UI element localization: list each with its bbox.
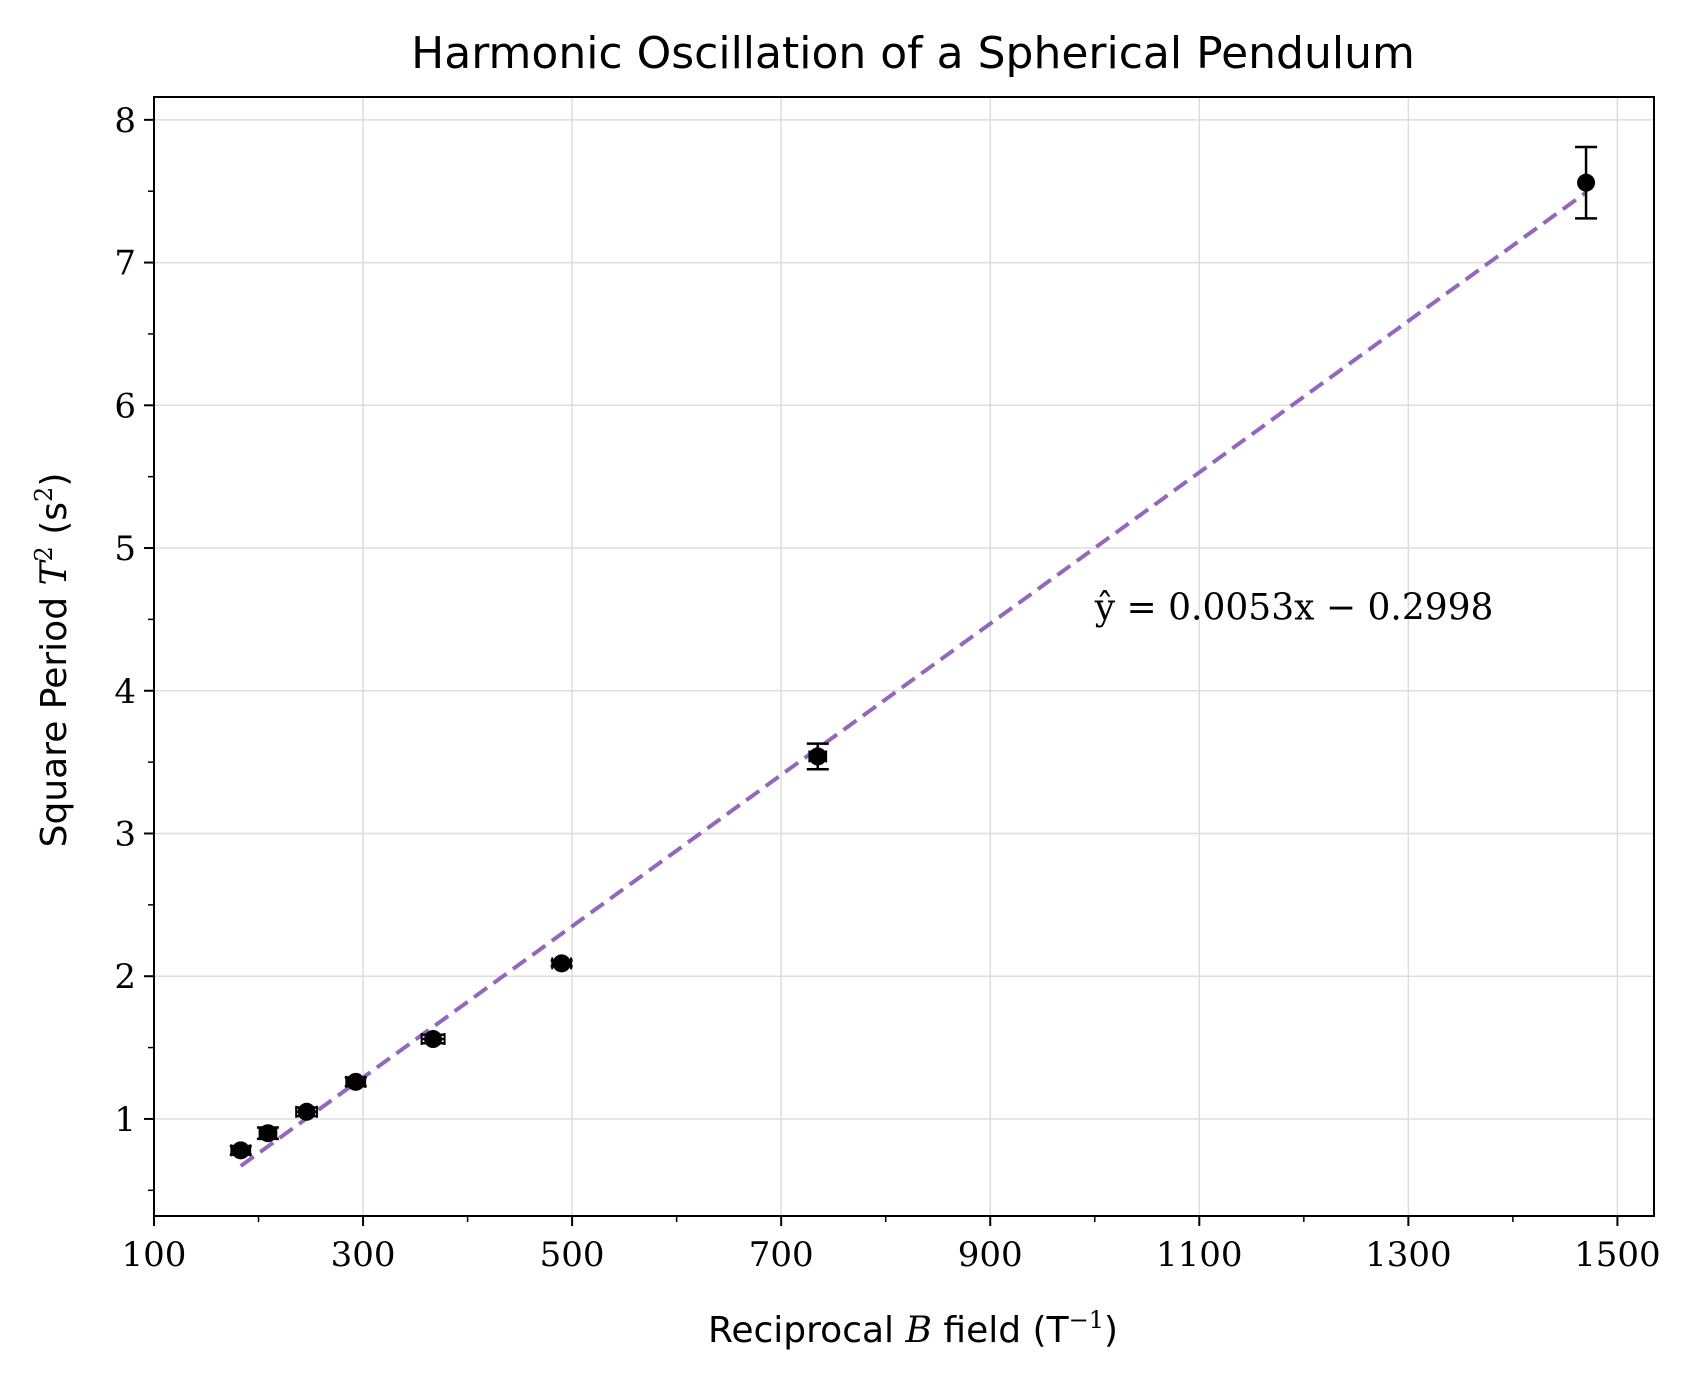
y-tick-label: 7 — [114, 244, 136, 284]
plot-frame — [153, 96, 1655, 1217]
y-axis-label-mid: (s — [34, 502, 75, 546]
y-axis-label-close: ) — [34, 473, 75, 487]
data-point-group — [295, 1102, 319, 1121]
y-tick-label: 4 — [114, 672, 136, 712]
x-axis-label-prefix: Reciprocal — [708, 1310, 906, 1351]
x-axis-label-close: ) — [1104, 1310, 1118, 1351]
y-axis-label-sup2: 2 — [30, 487, 58, 502]
y-tick-label: 3 — [114, 814, 136, 854]
y-axis-label-sup: 2 — [30, 546, 58, 561]
data-point-group — [256, 1124, 279, 1143]
x-ticks: 100 300 500 700 900 1100 1300 1500 — [122, 1216, 1661, 1275]
x-tick-label: 900 — [958, 1235, 1023, 1275]
y-axis-label-var: T — [34, 558, 75, 585]
data-point — [258, 1124, 277, 1143]
x-tick-label: 700 — [749, 1235, 814, 1275]
x-axis-label-suffix: field (T — [932, 1310, 1070, 1351]
data-point-group — [1575, 145, 1598, 220]
data-point-group — [229, 1141, 252, 1160]
y-tick-label: 8 — [114, 101, 136, 141]
x-axis-label-sup: −1 — [1069, 1306, 1104, 1334]
data-point — [231, 1141, 250, 1160]
data-point-group — [420, 1030, 446, 1049]
data-point-group — [344, 1072, 367, 1091]
data-points-group — [229, 145, 1598, 1160]
y-axis-label-prefix: Square Period — [34, 585, 75, 847]
x-axis-label-var: B — [905, 1310, 932, 1351]
fit-line-group — [239, 190, 1588, 1168]
data-point — [297, 1102, 316, 1121]
y-tick-label: 2 — [114, 957, 136, 997]
grid — [153, 97, 1654, 1216]
x-axis-label: Reciprocal B field (T−1) — [708, 1306, 1118, 1351]
x-tick-label: 300 — [331, 1235, 396, 1275]
data-point — [346, 1072, 365, 1091]
x-tick-label: 100 — [122, 1235, 187, 1275]
fit-line — [239, 190, 1588, 1168]
data-point — [424, 1030, 443, 1049]
x-tick-label: 1300 — [1365, 1235, 1452, 1275]
x-tick-label: 1100 — [1156, 1235, 1243, 1275]
data-point — [1577, 173, 1596, 192]
y-ticks: 1 2 3 4 5 6 7 8 — [114, 101, 154, 1192]
y-axis-label: Square Period T2 (s2) — [30, 473, 75, 848]
y-tick-label: 5 — [114, 529, 136, 569]
chart-title: Harmonic Oscillation of a Spherical Pend… — [411, 28, 1415, 79]
data-point-group — [806, 742, 829, 771]
y-tick-label: 6 — [114, 386, 136, 426]
data-point — [552, 954, 571, 973]
data-point-group — [550, 954, 573, 973]
y-tick-label: 1 — [114, 1100, 136, 1140]
x-tick-label: 500 — [540, 1235, 605, 1275]
x-tick-label: 1500 — [1574, 1235, 1661, 1275]
fit-equation: ŷ = 0.0053x − 0.2998 — [1094, 587, 1494, 628]
data-point — [808, 747, 827, 766]
